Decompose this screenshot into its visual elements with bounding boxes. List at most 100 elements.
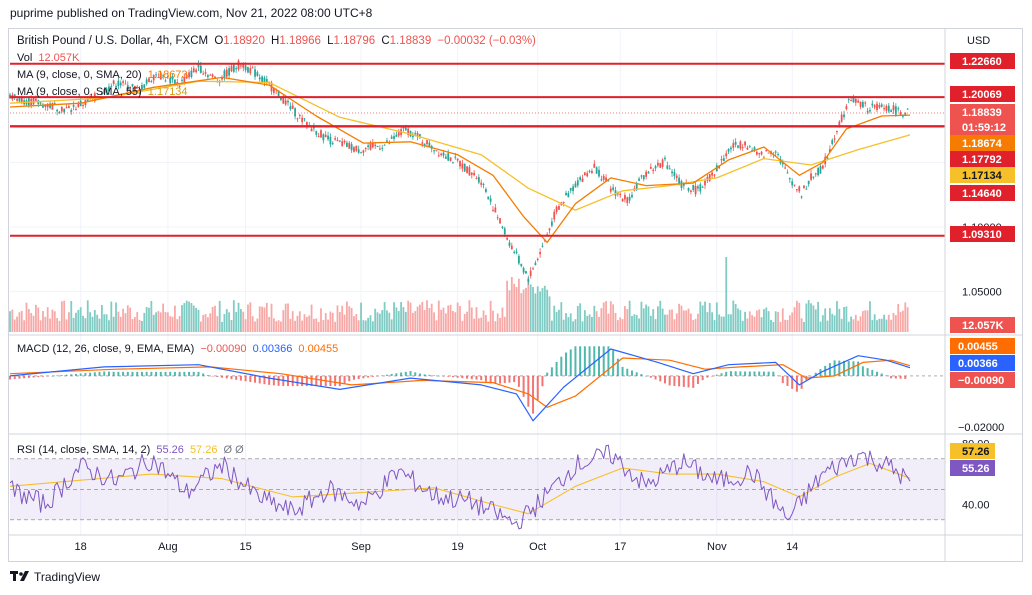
candle-body [588,170,591,172]
macd-histogram-bar [192,371,195,376]
candle-body [572,186,574,192]
volume-bar [741,320,744,332]
candle-body [741,147,744,149]
macd-histogram-bar [352,375,355,380]
volume-bar [494,321,497,332]
candle-body [289,106,292,110]
macd-axis-label: 0.00366 [958,358,998,370]
volume-bar [37,307,40,332]
candle-body [35,98,37,101]
price-label-bg-level [950,53,1015,69]
candle-body [800,196,803,198]
macd-histogram-bar [107,371,110,376]
candle-body [826,157,829,159]
volume-bar [810,303,812,332]
candle-body [699,184,702,192]
volume-bar [885,319,888,332]
volume-bar [251,316,254,332]
candle-body [247,67,249,73]
volume-bar [468,300,471,332]
ma1-legend[interactable]: MA (9, close, 0, SMA, 20) 1.18673 [17,69,191,81]
candle-body [305,121,308,127]
volume-bar [485,315,487,332]
candle-body [725,153,728,157]
volume-bar [565,313,567,332]
candle-body [322,134,325,141]
candle-body [296,118,299,120]
volume-bar [188,301,190,332]
macd-histogram-bar [739,371,742,376]
candle-body [678,177,681,185]
candle-body [341,141,344,147]
volume-bar [591,316,593,332]
volume-bar [562,319,565,332]
volume-legend[interactable]: Vol 12.057K [17,52,82,64]
volume-bar [225,309,228,332]
macd-histogram-bar [602,346,605,376]
volume-bar [211,306,214,332]
macd-histogram-bar [517,375,520,387]
volume-bar [381,310,384,332]
candle-body [817,168,820,176]
volume-bar [369,315,372,332]
rsi-legend[interactable]: RSI (14, close, SMA, 14, 2) 55.26 57.26 … [17,444,247,456]
volume-bar [626,309,629,332]
volume-bar [638,318,640,332]
volume-bar [880,318,883,332]
volume-bar [23,320,26,332]
volume-bar [845,306,848,332]
ma2-legend[interactable]: MA (9, close, 0, SMA, 55) 1.17134 [17,86,191,98]
ma55-line [9,80,911,211]
macd-histogram-bar [27,375,30,378]
candle-body [647,171,650,174]
volume-bar [122,308,124,332]
symbol-legend[interactable]: British Pound / U.S. Dollar, 4h, FXCM O1… [17,35,539,47]
volume-bar [796,300,798,332]
volume-bar [781,308,784,332]
tradingview-brand[interactable]: TradingView [10,570,100,584]
macd-histogram-bar [513,375,516,383]
volume-bar [861,311,864,332]
volume-bar [331,312,334,332]
volume-bar [79,307,82,332]
candle-body [16,98,18,101]
volume-bar [329,311,332,332]
candle-body [614,190,617,196]
candle-body [739,141,742,149]
volume-bar [706,312,709,332]
macd-legend[interactable]: MACD (12, 26, close, 9, EMA, EMA) −0.000… [17,343,341,355]
candle-body [501,226,504,229]
volume-bar [452,310,454,332]
macd-axis-label: −0.00090 [958,375,1004,387]
ma2-value: 1.17134 [147,86,188,98]
macd-histogram-bar [18,375,21,379]
macd-histogram-bar [777,375,780,377]
volume-bar [400,302,402,332]
volume-bar [181,305,183,332]
candle-body [367,145,370,148]
volume-bar [843,307,845,332]
candle-body [638,178,640,181]
volume-bar [277,320,280,332]
candle-body [836,130,838,133]
candle-body [583,172,586,176]
volume-bar [298,311,301,332]
volume-bar [388,312,391,332]
candle-body [659,163,662,168]
candle-body [873,105,876,108]
macd-histogram-bar [277,375,280,386]
volume-bar [268,316,271,332]
candle-body [902,115,904,117]
candle-body [70,110,73,112]
macd-histogram-bar [852,361,855,376]
chart-frame[interactable] [8,28,1023,562]
candle-body [329,136,332,145]
low-value: 1.18796 [333,35,376,47]
candle-body [682,182,685,186]
volume-bar [522,289,525,332]
volume-bar [687,308,690,332]
candle-body [411,135,414,138]
candle-body [871,103,874,106]
